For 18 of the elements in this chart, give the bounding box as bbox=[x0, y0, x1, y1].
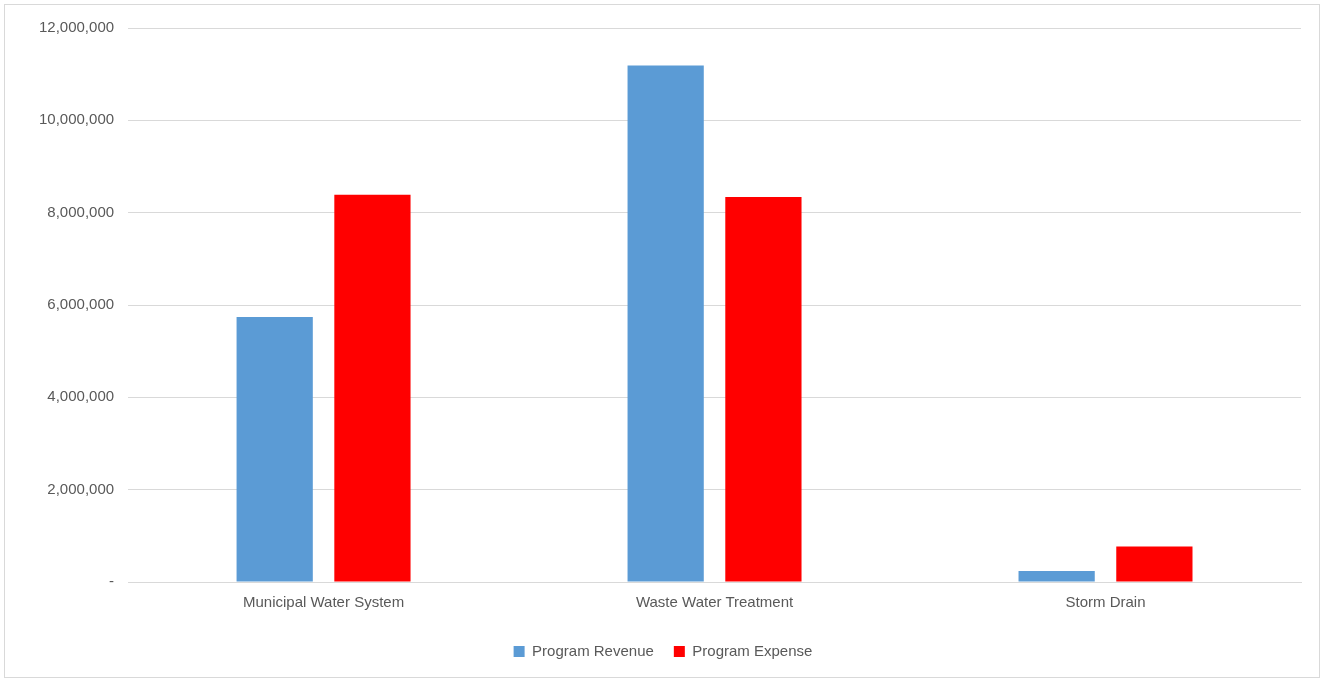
x-tick-label: Waste Water Treatment bbox=[635, 593, 794, 611]
y-tick-label: - bbox=[109, 572, 115, 590]
bar bbox=[1116, 546, 1193, 582]
y-tick-label: 12,000,000 bbox=[39, 18, 115, 36]
y-tick-label: 6,000,000 bbox=[47, 295, 115, 313]
y-tick-label: 4,000,000 bbox=[47, 387, 115, 405]
y-tick-label: 10,000,000 bbox=[39, 110, 115, 128]
bar bbox=[1018, 570, 1095, 582]
y-tick-label: 2,000,000 bbox=[47, 479, 115, 497]
x-tick-label: Storm Drain bbox=[1065, 593, 1146, 611]
bar bbox=[627, 65, 704, 582]
legend-label: Program Expense bbox=[692, 641, 813, 659]
bar bbox=[725, 196, 802, 582]
x-tick-label: Municipal Water System bbox=[242, 593, 405, 611]
y-tick-label: 8,000,000 bbox=[47, 202, 115, 220]
bar bbox=[236, 317, 313, 582]
legend-label: Program Revenue bbox=[532, 641, 654, 659]
bar bbox=[334, 194, 411, 582]
